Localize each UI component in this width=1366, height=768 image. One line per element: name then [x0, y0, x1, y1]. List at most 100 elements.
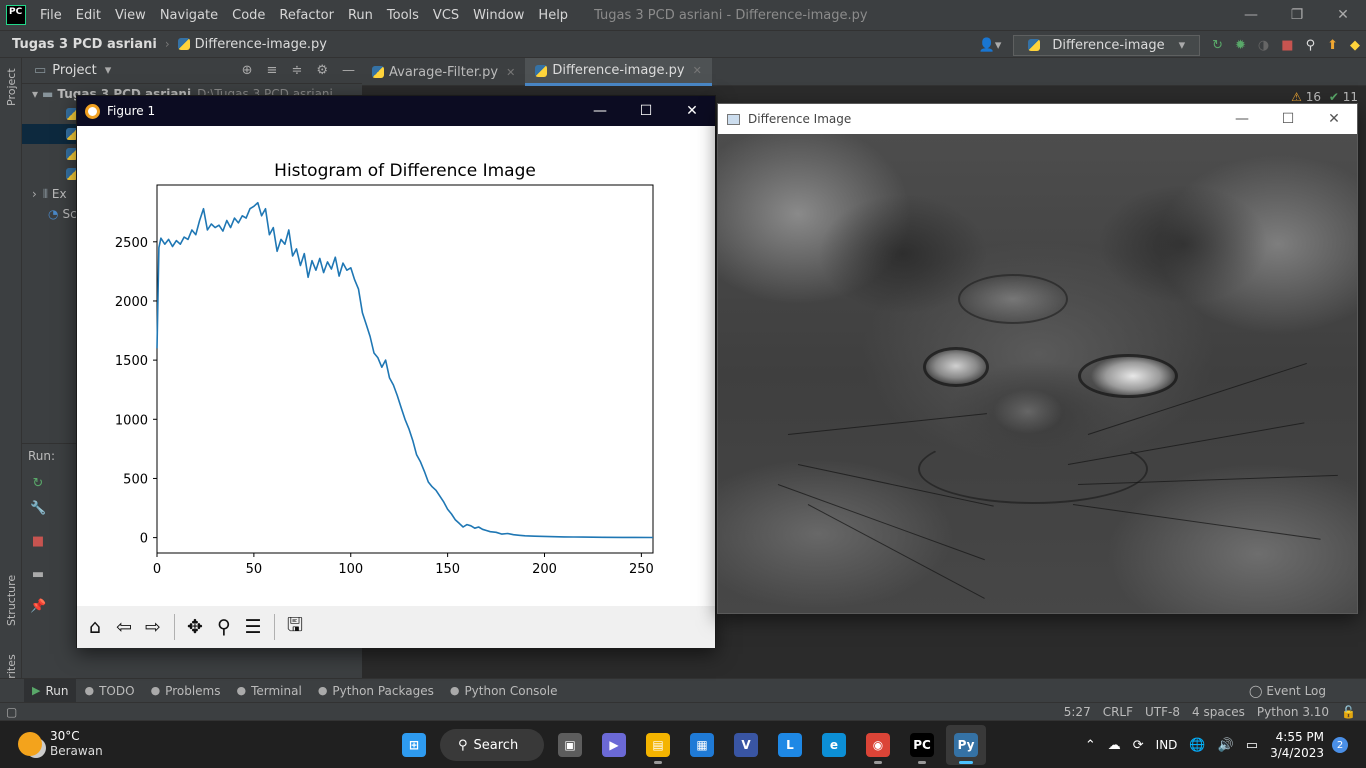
chevron-up-icon[interactable]: ⌃	[1084, 737, 1096, 753]
menu-item-tools[interactable]: Tools	[386, 7, 419, 23]
python-taskbar-button[interactable]: Py	[946, 725, 986, 765]
chevron-down-icon[interactable]: ▾	[104, 63, 112, 78]
tool-python-packages[interactable]: ● Python Packages	[310, 679, 442, 703]
collapse-all-icon[interactable]: ≑	[291, 63, 303, 78]
menu-item-navigate[interactable]: Navigate	[159, 7, 219, 23]
breadcrumb-project[interactable]: Tugas 3 PCD asriani	[12, 36, 157, 52]
tree-item-file[interactable]	[22, 164, 362, 184]
tool-terminal[interactable]: ● Terminal	[228, 679, 309, 703]
locate-icon[interactable]: ⊕	[241, 63, 253, 78]
menu-item-file[interactable]: File	[40, 7, 62, 23]
expand-all-icon[interactable]: ≡	[266, 63, 278, 78]
debug-icon[interactable]: ✹	[1235, 37, 1246, 53]
menu-item-help[interactable]: Help	[538, 7, 569, 23]
project-panel-title[interactable]: Project	[52, 63, 97, 78]
visio-taskbar-button[interactable]: V	[726, 725, 766, 765]
tool-problems[interactable]: ● Problems	[143, 679, 229, 703]
coverage-icon[interactable]: ◑	[1257, 37, 1270, 53]
pin-icon[interactable]: 📌	[30, 599, 47, 614]
caret-position[interactable]: 5:27	[1063, 704, 1091, 719]
tree-item-external-libraries[interactable]: › ⫴ Ex	[22, 184, 362, 204]
rerun-icon[interactable]: ↻	[1212, 37, 1224, 53]
menu-item-run[interactable]: Run	[347, 7, 373, 23]
onedrive-icon[interactable]: ☁	[1107, 737, 1121, 753]
update-icon[interactable]: ⬆	[1327, 37, 1338, 53]
menu-item-refactor[interactable]: Refactor	[279, 7, 334, 23]
save-icon[interactable]: 🖫	[286, 614, 304, 636]
wrench-icon[interactable]: 🔧	[30, 501, 47, 516]
stop-icon[interactable]: ■	[31, 534, 45, 549]
l-app-taskbar-button[interactable]: L	[770, 725, 810, 765]
minimize-icon[interactable]: —	[1244, 7, 1258, 23]
tool-run[interactable]: ▶ Run	[24, 678, 77, 703]
layout-icon[interactable]: ▬	[31, 567, 45, 582]
notification-badge[interactable]: 2	[1332, 737, 1348, 753]
menu-item-view[interactable]: View	[114, 7, 146, 23]
close-icon[interactable]: ✕	[686, 103, 698, 119]
close-icon[interactable]: ✕	[1337, 7, 1349, 23]
line-separator[interactable]: CRLF	[1102, 704, 1134, 719]
task-view-taskbar-button[interactable]: ▣	[550, 725, 590, 765]
microsoft-store-taskbar-button[interactable]: ▦	[682, 725, 722, 765]
maximize-icon[interactable]: ☐	[639, 103, 653, 119]
stop-icon[interactable]: ■	[1281, 37, 1294, 53]
battery-icon[interactable]: ▭	[1245, 737, 1259, 753]
sync-icon[interactable]: ⟳	[1132, 737, 1144, 753]
minimize-icon[interactable]: —	[1235, 111, 1249, 127]
forward-icon[interactable]: ⇨	[145, 616, 161, 638]
chrome-taskbar-button[interactable]: ◉	[858, 725, 898, 765]
configure-subplots-icon[interactable]: ☰	[244, 616, 262, 638]
tab-difference-image[interactable]: Difference-image.py ✕	[525, 58, 712, 86]
tree-item-scratches[interactable]: ◔ Sc	[22, 204, 362, 224]
language-indicator[interactable]: IND	[1155, 738, 1178, 752]
teams-chat-taskbar-button[interactable]: ▶	[594, 725, 634, 765]
maximize-icon[interactable]: ☐	[1281, 111, 1295, 127]
python-interpreter[interactable]: Python 3.10	[1256, 704, 1330, 719]
clock[interactable]: 4:55 PM 3/4/2023	[1270, 729, 1324, 761]
minimize-icon[interactable]: —	[593, 103, 607, 119]
menu-item-vcs[interactable]: VCS	[432, 7, 460, 23]
folder-icon: ▭	[34, 63, 47, 78]
restore-icon[interactable]: ❐	[1290, 7, 1304, 23]
menu-item-window[interactable]: Window	[473, 7, 525, 23]
hide-icon[interactable]: —	[342, 63, 355, 78]
pycharm-taskbar-button[interactable]: PC	[902, 725, 942, 765]
indent-setting[interactable]: 4 spaces	[1192, 704, 1245, 719]
lock-icon[interactable]: 🔓	[1341, 704, 1356, 719]
close-icon[interactable]: ✕	[1328, 111, 1340, 127]
network-icon[interactable]: 🌐	[1189, 737, 1206, 753]
zoom-icon[interactable]: ⚲	[217, 616, 231, 638]
windows-start-taskbar-button[interactable]: ⊞	[394, 725, 434, 765]
edge-taskbar-button[interactable]: e	[814, 725, 854, 765]
gear-icon[interactable]: ⚙	[316, 63, 328, 78]
close-tab-icon[interactable]: ✕	[692, 64, 702, 77]
taskbar-search-button[interactable]: ⚲ Search	[440, 729, 544, 761]
volume-icon[interactable]: 🔊	[1217, 737, 1234, 753]
user-icon[interactable]: 👤▾	[978, 37, 1002, 53]
menu-item-code[interactable]: Code	[232, 7, 266, 23]
tool-todo[interactable]: ● TODO	[76, 679, 142, 703]
event-log-button[interactable]: ◯ Event Log	[1249, 679, 1326, 703]
file-encoding[interactable]: UTF-8	[1145, 704, 1180, 719]
structure-tool-button[interactable]: Structure	[5, 574, 18, 626]
back-icon[interactable]: ⇦	[116, 616, 132, 638]
pan-icon[interactable]: ✥	[187, 616, 203, 638]
library-icon: ⫴	[42, 186, 48, 201]
file-explorer-taskbar-button[interactable]: ▤	[638, 725, 678, 765]
weather-widget[interactable]: 30°C Berawan	[18, 729, 103, 759]
tree-item-file[interactable]	[22, 104, 362, 124]
toggle-tool-windows-icon[interactable]: ▢	[6, 704, 18, 719]
inspection-widget[interactable]: ⚠ 16 ✔ 11	[1291, 90, 1358, 104]
tool-python-console[interactable]: ● Python Console	[442, 679, 566, 703]
rerun-icon[interactable]: ↻	[32, 476, 44, 491]
close-tab-icon[interactable]: ✕	[506, 65, 516, 79]
project-tool-button[interactable]: Project	[5, 68, 18, 106]
python-logo-icon[interactable]: ◆	[1350, 37, 1360, 53]
tree-item-file[interactable]	[22, 144, 362, 164]
run-config-selector[interactable]: Difference-image ▾	[1013, 34, 1201, 56]
breadcrumb-file[interactable]: Difference-image.py	[177, 37, 327, 52]
menu-item-edit[interactable]: Edit	[75, 7, 101, 23]
home-icon[interactable]: ⌂	[88, 616, 102, 638]
tab-avarage-filter[interactable]: Avarage-Filter.py ✕	[362, 58, 525, 86]
search-icon[interactable]: ⚲	[1305, 37, 1316, 53]
